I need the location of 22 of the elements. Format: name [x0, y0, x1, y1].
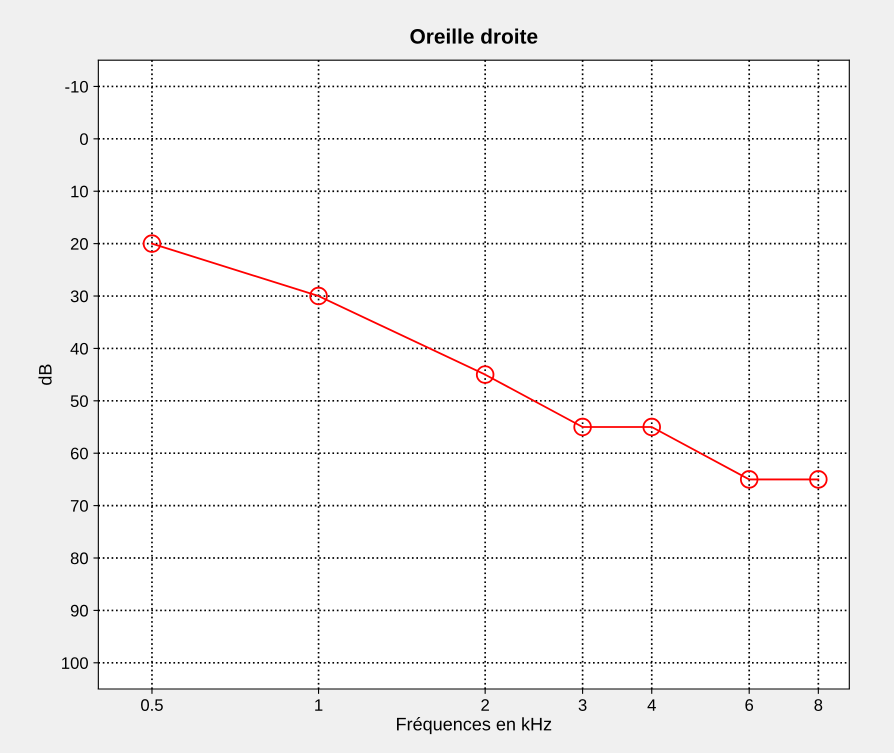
- chart-title: Oreille droite: [410, 28, 538, 44]
- y-tick-label: 80: [70, 552, 88, 564]
- x-tick-label: 3: [578, 699, 587, 711]
- y-tick-label: 70: [70, 500, 88, 512]
- y-tick-label: 40: [70, 342, 88, 355]
- x-tick-label: 8: [814, 699, 822, 711]
- x-tick-label: 1: [315, 699, 322, 711]
- x-tick-label: 0.5: [141, 699, 163, 711]
- y-tick-label: 30: [70, 290, 88, 302]
- y-tick-label: 100: [62, 657, 88, 669]
- y-tick-label: 50: [70, 395, 88, 408]
- y-tick-label: 20: [70, 238, 88, 250]
- y-tick-label: 10: [71, 186, 88, 198]
- x-tick-label: 2: [481, 699, 489, 711]
- y-tick-label: 0: [80, 133, 88, 146]
- y-tick-label: -10: [65, 80, 88, 93]
- x-tick-label: 4: [647, 699, 656, 711]
- y-axis-title: dB: [38, 364, 52, 385]
- y-tick-label: 60: [70, 448, 88, 460]
- y-tick-label: 90: [70, 604, 88, 617]
- x-axis-title: Fréquences en kHz: [397, 717, 552, 734]
- x-tick-label: 6: [745, 699, 754, 711]
